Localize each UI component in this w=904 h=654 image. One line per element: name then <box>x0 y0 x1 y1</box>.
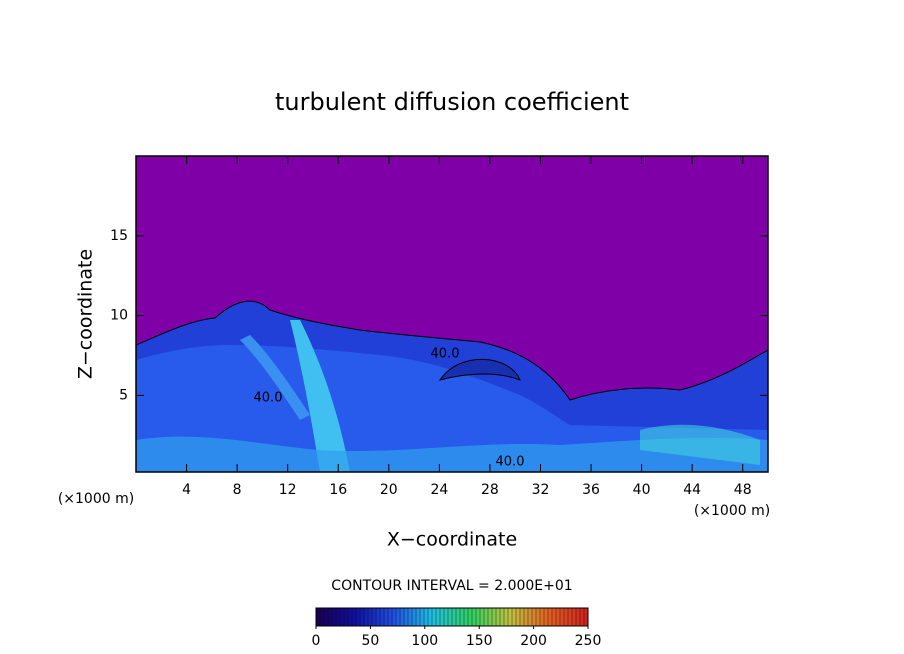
contour-label: 40.0 <box>254 391 283 406</box>
x-tick-label: 4 <box>182 482 191 498</box>
field-pattern <box>136 300 768 472</box>
x-tick-label: 24 <box>430 482 448 498</box>
x-tick-label: 36 <box>582 482 600 498</box>
chart-title: turbulent diffusion coefficient <box>275 88 629 116</box>
y-unit-label: (×1000 m) <box>58 491 134 507</box>
contour-label: 40.0 <box>431 347 460 362</box>
y-tick-label: 15 <box>110 228 128 244</box>
contour-interval: CONTOUR INTERVAL = 2.000E+01 <box>331 578 572 594</box>
contour-label: 40.0 <box>496 455 525 470</box>
x-tick-label: 48 <box>734 482 752 498</box>
x-tick-label: 16 <box>329 482 347 498</box>
colorbar-tick-label: 150 <box>466 633 493 649</box>
y-axis-label: Z−coordinate <box>75 249 97 379</box>
x-tick-label: 20 <box>380 482 398 498</box>
y-tick-label: 10 <box>110 308 128 324</box>
x-axis-label: X−coordinate <box>387 529 517 551</box>
plot-frame <box>135 155 769 473</box>
x-tick-label: 40 <box>633 482 651 498</box>
x-unit-label: (×1000 m) <box>694 503 770 519</box>
colorbar-tick-label: 50 <box>361 633 379 649</box>
x-tick-label: 12 <box>279 482 297 498</box>
colorbar-tick-label: 0 <box>312 633 321 649</box>
x-tick-label: 8 <box>233 482 242 498</box>
colorbar-tick-label: 100 <box>411 633 438 649</box>
x-tick-label: 44 <box>683 482 701 498</box>
y-tick-label: 5 <box>119 387 128 403</box>
colorbar-tick-label: 200 <box>520 633 547 649</box>
colorbar-tick-label: 250 <box>575 633 602 649</box>
x-tick-label: 28 <box>481 482 499 498</box>
x-tick-label: 32 <box>532 482 550 498</box>
